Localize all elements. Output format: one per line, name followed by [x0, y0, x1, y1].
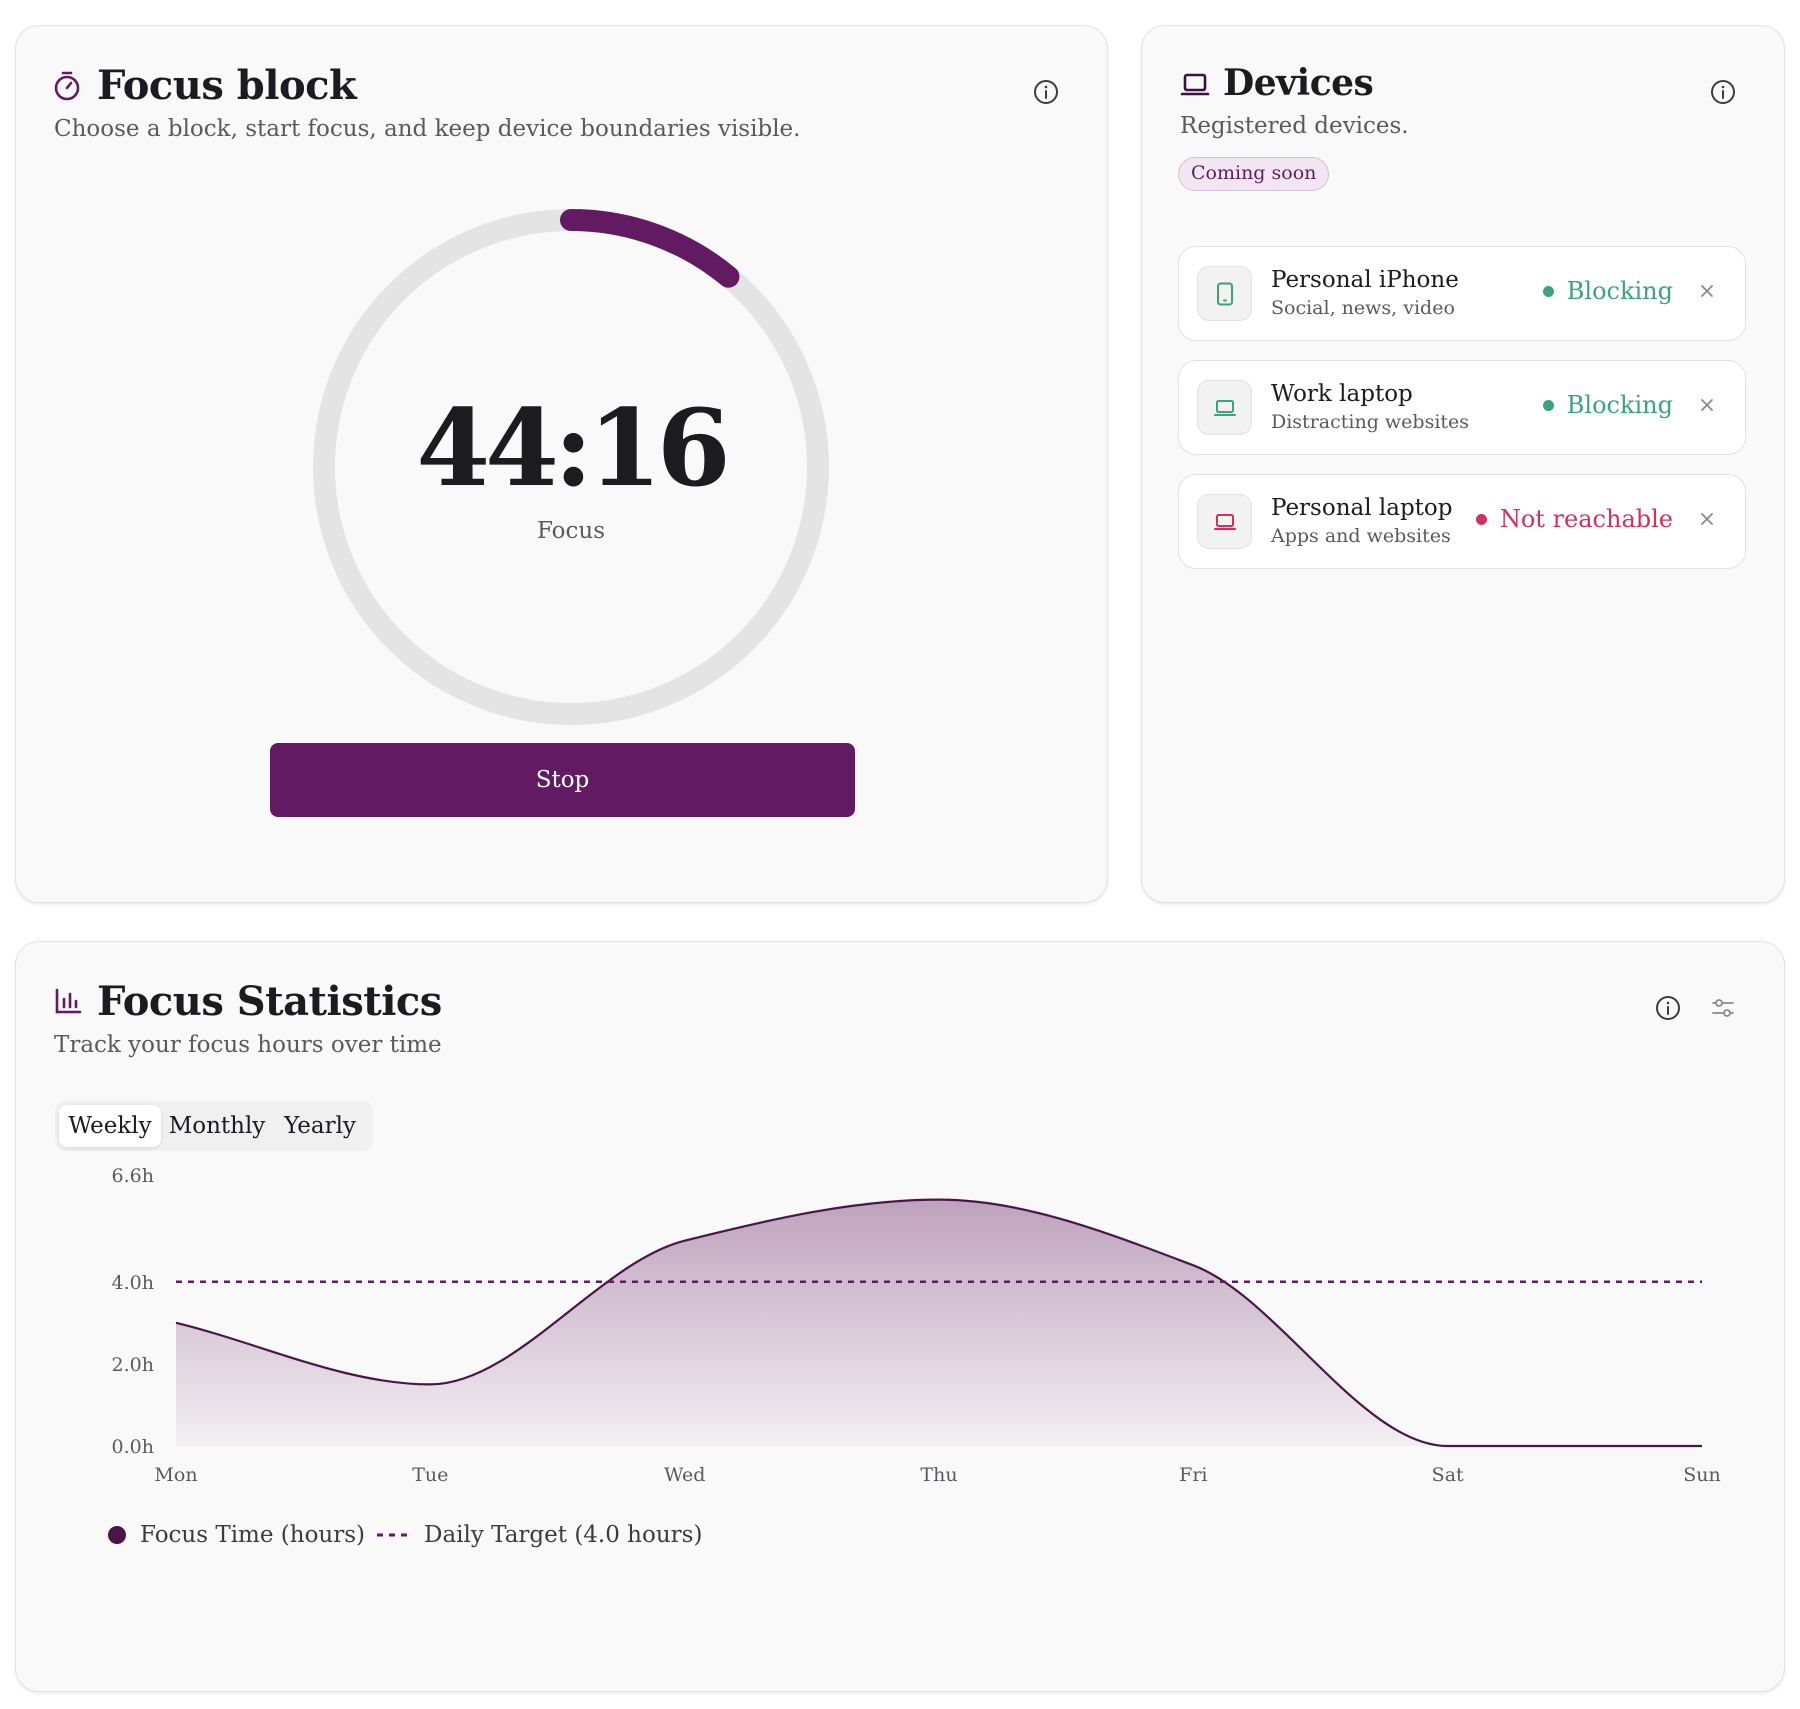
y-tick-label: 0.0h	[112, 1436, 154, 1458]
x-tick-label: Fri	[1179, 1464, 1207, 1486]
status-dot	[1542, 285, 1554, 297]
legend-dash	[377, 1533, 409, 1537]
devices-title: Devices	[1223, 62, 1374, 104]
focus-time-line	[175, 1198, 1702, 1448]
data-point	[173, 1320, 179, 1326]
devices-card: Devices Registered devices. Coming soon …	[1141, 25, 1785, 903]
info-icon	[1711, 80, 1735, 104]
remove-device-button[interactable]	[1697, 279, 1717, 303]
phone-icon	[1216, 282, 1233, 305]
statistics-subtitle: Track your focus hours over time	[54, 1032, 442, 1058]
focus-info-button[interactable]	[1029, 75, 1063, 109]
status-dot	[1475, 513, 1487, 525]
focus-statistics-card: Focus Statistics Track your focus hours …	[15, 941, 1785, 1692]
device-description: Social, news, video	[1271, 297, 1455, 319]
remove-device-button[interactable]	[1697, 393, 1717, 417]
timer-countdown: 44:16	[416, 385, 730, 510]
x-tick-label: Thu	[920, 1464, 957, 1486]
close-icon	[1701, 285, 1713, 297]
y-tick-label: 4.0h	[112, 1272, 154, 1294]
laptop-icon	[1213, 399, 1236, 416]
statistics-info-button[interactable]	[1651, 991, 1685, 1025]
data-point	[682, 1238, 688, 1244]
devices-info-button[interactable]	[1706, 75, 1740, 109]
legend-daily-target-label: Daily Target (4.0 hours)	[424, 1522, 703, 1548]
period-tabs: Weekly Monthly Yearly	[55, 1101, 373, 1151]
devices-subtitle: Registered devices.	[1180, 113, 1409, 139]
device-status: Blocking	[1542, 391, 1673, 419]
coming-soon-badge: Coming soon	[1178, 157, 1330, 191]
device-name: Personal laptop	[1271, 495, 1453, 521]
focus-hours-chart: 0.0h 2.0h 4.0h 6.6h Mon Tue Wed Thu Fri Sat Sun	[112, 1165, 1721, 1486]
device-icon-container	[1197, 266, 1252, 321]
legend-focus-time-label: Focus Time (hours)	[140, 1522, 366, 1548]
timer-progress-arc	[560, 209, 740, 288]
device-status-label: Blocking	[1566, 391, 1673, 419]
close-icon	[1701, 513, 1713, 525]
x-tick-label: Wed	[664, 1464, 705, 1486]
data-point	[936, 1197, 942, 1203]
device-row-work-laptop[interactable]: Work laptop Distracting websites Blockin…	[1178, 360, 1746, 455]
x-tick-label: Sat	[1432, 1464, 1464, 1486]
device-name: Personal iPhone	[1271, 267, 1459, 293]
x-tick-label: Tue	[412, 1464, 448, 1486]
remove-device-button[interactable]	[1697, 507, 1717, 531]
tab-yearly[interactable]: Yearly	[284, 1113, 356, 1139]
close-icon	[1701, 399, 1713, 411]
data-point	[1190, 1262, 1196, 1268]
legend-focus-time: Focus Time (hours)	[108, 1522, 365, 1548]
tab-weekly[interactable]: Weekly	[59, 1105, 161, 1147]
device-status-label: Not reachable	[1499, 505, 1673, 533]
statistics-settings-button[interactable]	[1706, 991, 1740, 1025]
laptop-icon	[1180, 73, 1210, 96]
focus-block-title: Focus block	[97, 62, 357, 109]
info-icon	[1656, 996, 1680, 1020]
statistics-title: Focus Statistics	[97, 978, 442, 1025]
laptop-icon	[1213, 513, 1236, 530]
stop-button[interactable]: Stop	[270, 743, 855, 817]
device-status: Not reachable	[1475, 505, 1673, 533]
device-status: Blocking	[1542, 277, 1673, 305]
y-tick-label: 2.0h	[112, 1354, 154, 1376]
x-tick-label: Sun	[1683, 1464, 1721, 1486]
device-row-personal-iphone[interactable]: Personal iPhone Social, news, video Bloc…	[1178, 246, 1746, 341]
device-description: Distracting websites	[1271, 411, 1470, 433]
info-icon	[1034, 80, 1058, 104]
device-description: Apps and websites	[1271, 525, 1451, 547]
data-point	[1699, 1443, 1705, 1449]
tab-monthly[interactable]: Monthly	[168, 1113, 266, 1139]
bar-chart-icon	[55, 988, 82, 1014]
timer-mode-label: Focus	[536, 518, 606, 544]
device-name: Work laptop	[1271, 381, 1413, 407]
device-row-personal-laptop[interactable]: Personal laptop Apps and websites Not re…	[1178, 474, 1746, 569]
device-status-label: Blocking	[1566, 277, 1673, 305]
device-icon-container	[1197, 494, 1252, 549]
focus-block-subtitle: Choose a block, start focus, and keep de…	[54, 116, 801, 142]
data-point	[1445, 1443, 1451, 1449]
focus-timer: 44:16 Focus	[304, 200, 838, 734]
stopwatch-icon	[54, 71, 80, 101]
focus-time-area	[176, 1199, 1702, 1446]
legend-dot	[108, 1526, 126, 1544]
legend-daily-target: Daily Target (4.0 hours)	[376, 1522, 702, 1548]
sliders-icon	[1712, 999, 1734, 1017]
data-point	[427, 1381, 433, 1387]
status-dot	[1542, 399, 1554, 411]
device-icon-container	[1197, 380, 1252, 435]
x-tick-label: Mon	[154, 1464, 197, 1486]
focus-block-card: Focus block Choose a block, start focus,…	[15, 25, 1108, 903]
y-tick-label: 6.6h	[112, 1165, 154, 1187]
